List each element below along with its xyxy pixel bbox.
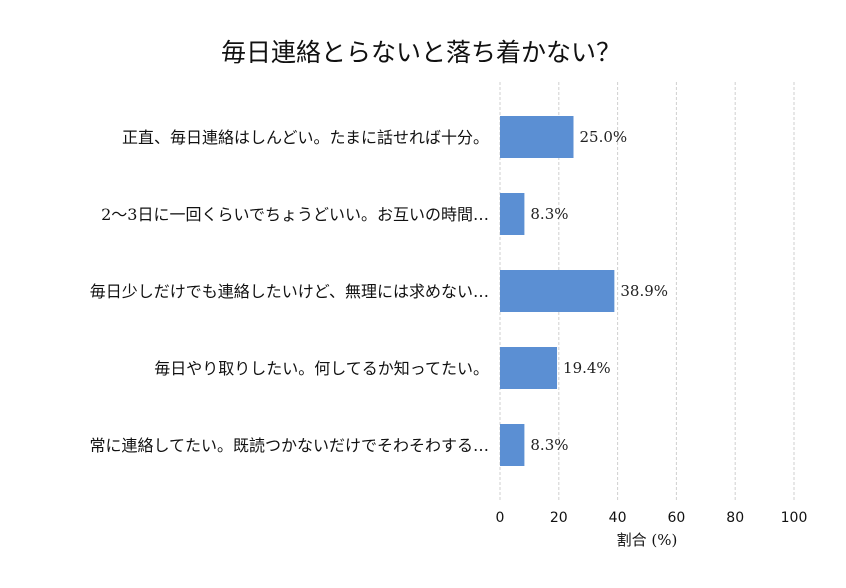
category-label: 毎日やり取りしたい。何してるか知ってたい。 <box>154 359 489 378</box>
x-tick-label: 60 <box>667 510 685 526</box>
value-label: 8.3% <box>530 436 568 454</box>
bar <box>500 270 615 312</box>
bar <box>500 116 574 158</box>
x-tick-label: 0 <box>496 510 505 526</box>
value-label: 25.0% <box>580 128 628 146</box>
bars <box>500 116 615 466</box>
value-label: 19.4% <box>563 359 611 377</box>
chart-title: 毎日連絡とらないと落ち着かない？ <box>221 38 621 67</box>
category-label: 毎日少しだけでも連絡したいけど、無理には求めない… <box>90 282 489 301</box>
x-tick-label: 20 <box>550 510 568 526</box>
x-tick-label: 80 <box>726 510 744 526</box>
category-label: 2〜3日に一回くらいでちょうどいい。お互いの時間… <box>101 205 489 224</box>
x-tick-label: 40 <box>609 510 627 526</box>
value-label: 38.9% <box>620 282 668 300</box>
value-labels: 25.0% 8.3% 38.9% 19.4% 8.3% <box>530 128 668 454</box>
value-label: 8.3% <box>530 205 568 223</box>
category-labels: 正直、毎日連絡はしんどい。たまに話せれば十分。 2〜3日に一回くらいでちょうどいい… <box>89 128 489 455</box>
x-tick-labels: 0 20 40 60 80 100 <box>496 510 808 526</box>
bar <box>500 347 558 389</box>
category-label: 正直、毎日連絡はしんどい。たまに話せれば十分。 <box>122 128 489 147</box>
bar <box>500 193 525 235</box>
x-axis-label: 割合 (%) <box>617 531 678 549</box>
bar <box>500 424 525 466</box>
category-label: 常に連絡してたい。既読つかないだけでそわそわする… <box>89 436 489 455</box>
x-tick-label: 100 <box>781 510 808 526</box>
